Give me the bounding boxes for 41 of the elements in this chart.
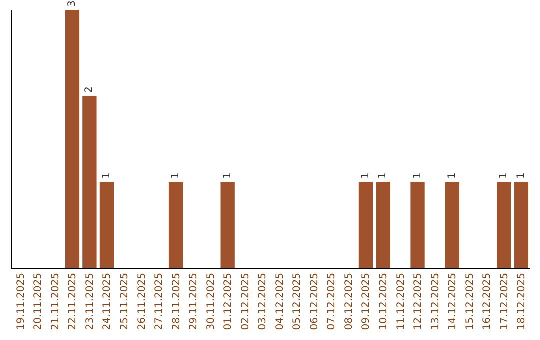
x-tick-label: 24.11.2025 (102, 273, 114, 330)
data-label: 1 (378, 172, 389, 179)
x-tick-label: 17.12.2025 (499, 273, 510, 330)
x-tick-label: 10.12.2025 (378, 273, 390, 330)
x-tick-label: 25.11.2025 (119, 273, 130, 330)
x-tick-label: 26.11.2025 (136, 273, 148, 330)
x-tick-label: 20.11.2025 (33, 273, 44, 330)
x-tick-label: 22.11.2025 (68, 273, 79, 330)
x-tick-label: 14.12.2025 (448, 273, 459, 330)
x-tick-label: 29.11.2025 (188, 273, 200, 330)
x-tick-label: 03.12.2025 (258, 273, 269, 330)
x-tick-label: 23.11.2025 (84, 273, 96, 330)
x-tick-label: 18.12.2025 (516, 273, 528, 330)
x-tick-label: 28.11.2025 (171, 273, 182, 330)
data-label: 1 (412, 172, 424, 179)
x-tick-label: 06.12.2025 (309, 273, 320, 330)
x-tick-label: 05.12.2025 (292, 273, 304, 330)
data-label: 3 (66, 0, 78, 7)
x-tick-label: 27.11.2025 (154, 273, 166, 330)
x-tick-label: 30.11.2025 (206, 273, 217, 330)
x-tick-label: 13.12.2025 (430, 273, 442, 330)
x-tick-label: 11.12.2025 (396, 273, 407, 330)
data-label: 2 (84, 86, 96, 93)
x-tick-label: 12.12.2025 (413, 273, 424, 330)
x-tick-label: 02.12.2025 (240, 273, 252, 330)
x-tick-label: 19.11.2025 (16, 273, 27, 330)
data-label: 1 (516, 172, 527, 179)
x-tick-label: 15.12.2025 (464, 273, 476, 330)
data-label: 1 (446, 172, 458, 179)
x-tick-label: 07.12.2025 (326, 273, 338, 330)
x-tick-label: 09.12.2025 (361, 273, 372, 330)
x-tick-label: 01.12.2025 (223, 273, 234, 330)
data-label: 1 (222, 172, 234, 179)
data-label: 1 (498, 172, 510, 179)
data-label: 1 (101, 172, 112, 179)
x-tick-label: 08.12.2025 (344, 273, 355, 330)
x-tick-label: 04.12.2025 (274, 273, 286, 330)
data-label: 1 (170, 172, 182, 179)
x-tick-label: 16.12.2025 (482, 273, 494, 330)
x-tick-label: 21.11.2025 (50, 273, 62, 330)
data-label: 1 (360, 172, 372, 179)
